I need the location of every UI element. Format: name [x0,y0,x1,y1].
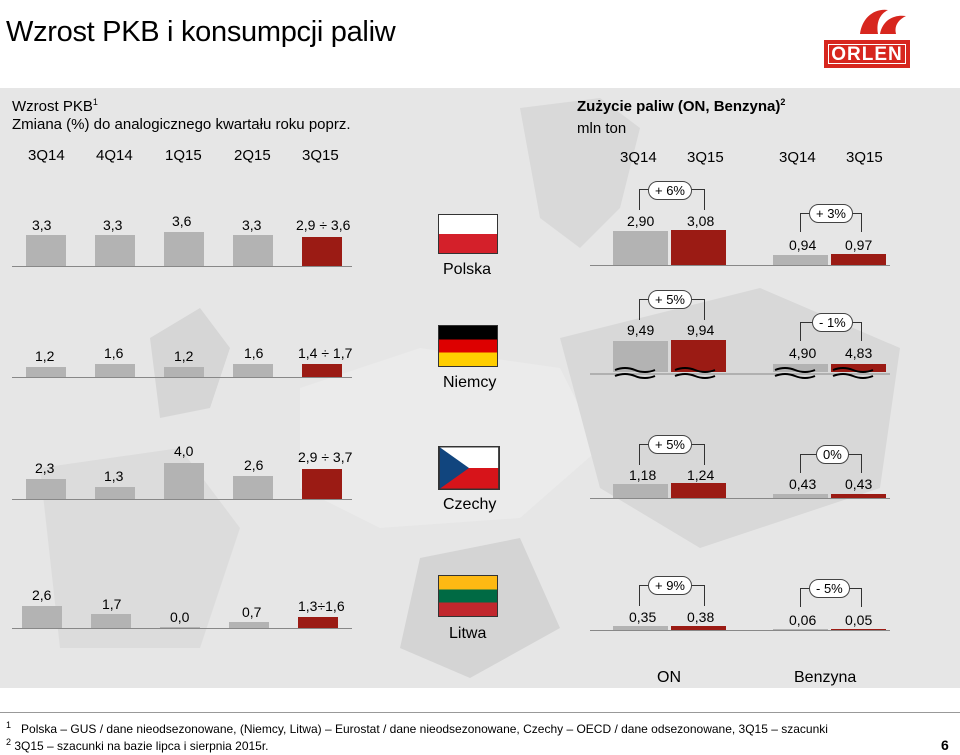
orlen-logo-text: ORLEN [831,44,903,65]
fuel-title-text: Zużycie paliw (ON, Benzyna) [577,98,781,115]
gdp-panel-subtitle: Zmiana (%) do analogicznego kwartału rok… [12,116,351,133]
footnote-2-mark: 2 [6,737,12,747]
footnote-2: 2 3Q15 – szacunki na bazie lipca i sierp… [6,737,269,753]
gdp-q-header: 2Q15 [234,147,271,164]
orlen-eagle-icon [860,9,906,34]
page-title: Wzrost PKB i konsumpcji paliw [6,16,396,48]
fuel-q-header: 3Q15 [687,149,724,166]
footnote-2-text: 3Q15 – szacunki na bazie lipca i sierpni… [14,739,269,753]
benzyna-category-label: Benzyna [794,669,857,686]
gdp-q-header: 1Q15 [165,147,202,164]
fuel-q-header: 3Q14 [779,149,816,166]
footer-divider [0,712,960,713]
orlen-logo-box: ORLEN [824,40,910,68]
gdp-title-footnote: 1 [92,97,98,107]
gdp-quarter-headers: 3Q14 4Q14 1Q15 2Q15 3Q15 [0,147,360,167]
footnote-1-mark: 1 [6,720,12,730]
on-category-label: ON [657,669,681,686]
fuel-quarter-headers: 3Q14 3Q15 3Q14 3Q15 [0,149,960,169]
footnote-1-text: Polska – GUS / dane nieodsezonowane, (Ni… [21,722,828,736]
europe-map-background [0,88,960,688]
fuel-q-header: 3Q15 [846,149,883,166]
page-number: 6 [941,737,949,753]
europe-map-shapes [40,98,900,678]
fuel-panel-title: Zużycie paliw (ON, Benzyna)2 [577,97,785,115]
fuel-title-footnote: 2 [780,97,786,107]
orlen-logo: ORLEN [822,4,912,68]
gdp-q-header: 3Q15 [302,147,339,164]
fuel-q-header: 3Q14 [620,149,657,166]
gdp-q-header: 3Q14 [28,147,65,164]
gdp-title-text: Wzrost PKB [12,98,93,115]
fuel-panel-unit: mln ton [577,120,627,137]
gdp-panel-title: Wzrost PKB1 [12,97,98,115]
gdp-q-header: 4Q14 [96,147,133,164]
footnote-1: 1 Polska – GUS / dane nieodsezonowane, (… [6,720,828,736]
